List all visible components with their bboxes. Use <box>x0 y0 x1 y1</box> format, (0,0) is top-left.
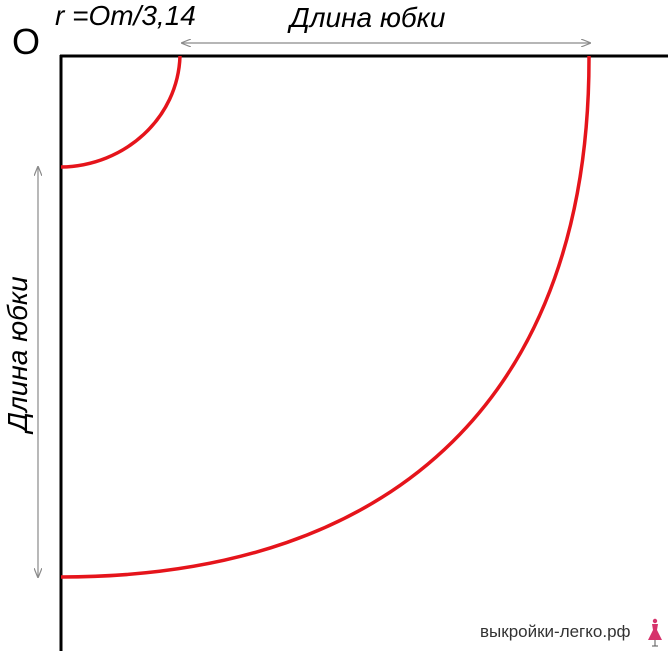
dress-icon <box>648 618 662 647</box>
origin-label: O <box>12 21 41 62</box>
radius-formula: r =Om/3,14 <box>55 0 196 31</box>
waist-curve <box>60 55 182 169</box>
skirt-length-label-top: Длина юбки <box>290 2 446 33</box>
watermark-text: выкройки-легко.рф <box>480 622 631 641</box>
skirt-length-label-side: Длина юбки <box>2 276 33 432</box>
hem-curve <box>60 55 591 579</box>
